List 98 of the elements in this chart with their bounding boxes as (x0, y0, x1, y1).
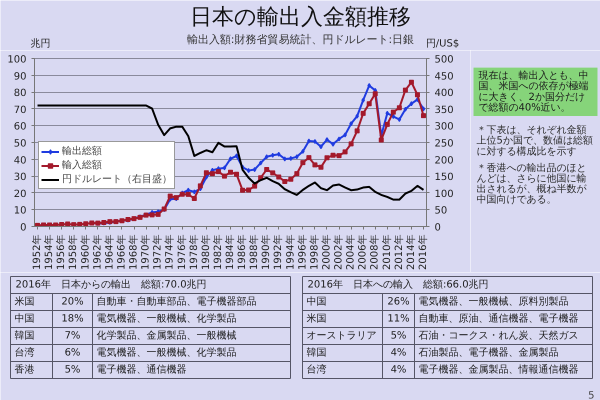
x-tick-label: 1958年 (67, 234, 80, 270)
y2-tick-label: 350 (434, 104, 454, 116)
x-tick-label: 1952年 (31, 234, 44, 270)
text: 4% (390, 348, 406, 358)
text: 台湾 (14, 346, 34, 358)
y-tick-label: 10 (14, 206, 27, 217)
chart-title: 日本の輸出入金額推移 (190, 5, 411, 30)
y2-tick-label: 0 (434, 222, 441, 234)
x-tick-label: 1966年 (115, 234, 128, 270)
y2-tick-label: 450 (434, 71, 454, 82)
text: 自動車・自動車部品、電子機器部品 (96, 296, 256, 308)
x-tick-label: 2006年 (356, 234, 369, 270)
text: 6% (64, 348, 80, 358)
x-tick-label: 1962年 (91, 234, 104, 270)
x-tick-label: 1982年 (212, 234, 224, 270)
text: 11% (387, 314, 410, 324)
y2-tick-label: 150 (434, 172, 454, 184)
y2-axis-title: 円/US$ (426, 38, 460, 50)
text: 7% (64, 330, 80, 342)
y-axis-title: 兆円 (30, 38, 50, 50)
x-tick-label: 1972年 (152, 234, 164, 270)
x-tick-label: 1970年 (140, 234, 152, 270)
x-tick-label: 1954年 (43, 234, 56, 270)
y-tick-label: 70 (14, 104, 27, 116)
text: 20% (61, 296, 84, 308)
y-tick-label: 60 (14, 122, 27, 133)
x-tick-label: 1996年 (296, 234, 308, 270)
text: 5% (390, 330, 406, 342)
text: オーストラリア (306, 330, 376, 342)
text: 電子機器、金属製品、情報通信機器 (418, 364, 578, 376)
x-tick-label: 1968年 (128, 234, 140, 270)
text: 韓国 (14, 330, 34, 342)
y-tick-label: 40 (14, 155, 27, 166)
x-tick-label: 1994年 (284, 234, 296, 270)
text: 韓国 (306, 346, 326, 358)
text: ＊下表は、それぞれ金額上位5か国で、数値は総額に対する構成比を示す (476, 124, 593, 158)
text: 電子機器、通信機器 (96, 364, 186, 376)
x-tick-label: 1992年 (272, 234, 284, 270)
text: 電気機器、一般機械、化学製品 (96, 346, 236, 358)
x-tick-label: 2012年 (392, 234, 405, 270)
text: 米国 (14, 296, 34, 308)
x-tick-label: 2010年 (380, 234, 393, 270)
x-tick-label: 2000年 (320, 234, 332, 270)
x-tick-label: 1976年 (176, 234, 188, 270)
legend-label: 輸入総額 (62, 158, 102, 172)
x-tick-label: 1986年 (236, 234, 248, 270)
x-tick-label: 1960年 (79, 234, 92, 270)
y-tick-label: 50 (14, 138, 27, 150)
text: 18% (61, 314, 84, 324)
x-tick-label: 2008年 (368, 234, 381, 270)
text: 台湾 (306, 364, 326, 376)
y-tick-label: 100 (7, 54, 27, 66)
x-tick-label: 2004年 (344, 234, 357, 270)
text: 石油製品、電子機器、金属製品 (418, 346, 558, 358)
y2-tick-label: 500 (434, 54, 454, 66)
text: 中国 (306, 296, 326, 308)
text: 自動車、原油、通信機器、電子機器 (418, 312, 578, 324)
text: 現在は、輸出入とも、中国、米国への依存が極端に大きく、2か国分だけで総額の40%近い。 (478, 70, 588, 114)
y2-tick-label: 250 (434, 138, 454, 150)
text: 5% (64, 364, 80, 376)
text: 化学製品、金属製品、一般機械 (96, 330, 236, 342)
legend-label: 輸出総額 (62, 144, 102, 158)
text: 中国 (14, 312, 34, 324)
x-tick-label: 1988年 (248, 234, 260, 270)
text: 4% (390, 364, 406, 376)
x-tick-label: 1978年 (188, 234, 200, 270)
y-tick-label: 30 (14, 172, 27, 184)
text: 26% (387, 296, 410, 308)
x-tick-label: 1990年 (260, 234, 272, 270)
y-tick-label: 20 (14, 188, 27, 200)
x-tick-label: 2014年 (404, 234, 417, 270)
y-tick-label: 90 (14, 71, 27, 82)
text: 電気機器、一般機械、原料別製品 (418, 296, 568, 308)
x-tick-label: 1974年 (164, 234, 176, 270)
legend-label: 円ドルレート（右目盛） (62, 172, 172, 186)
y2-tick-label: 50 (434, 206, 448, 217)
x-tick-label: 1998年 (308, 234, 320, 270)
text: 電気機器、一般機械、化学製品 (96, 312, 236, 324)
text: ＊香港への輸出品のほとんどは、さらに他国に輸出されるが、概ね半数が中国向けである。 (476, 162, 588, 206)
x-tick-label: 1980年 (200, 234, 212, 270)
text: 2016年 日本からの輸出 総額:70.0兆円 (16, 278, 207, 290)
x-tick-label: 1984年 (224, 234, 236, 270)
x-tick-label: 1964年 (103, 234, 116, 270)
text: 5 (588, 390, 595, 400)
y-tick-label: 0 (20, 222, 27, 234)
y2-tick-label: 200 (434, 155, 454, 166)
chart-subtitle: 輸出入額:財務省貿易統計、円ドルレート:日銀 (186, 33, 414, 46)
text: 香港 (14, 364, 34, 376)
x-tick-label: 2016年 (416, 234, 429, 270)
y2-tick-label: 300 (434, 122, 454, 133)
text: 石油・コークス・れん炭、天然ガス (418, 330, 578, 342)
x-tick-label: 2002年 (332, 234, 345, 270)
x-tick-label: 1956年 (55, 234, 68, 270)
y2-tick-label: 400 (434, 88, 454, 100)
text: 米国 (306, 312, 326, 324)
y2-tick-label: 100 (434, 188, 454, 200)
y-tick-label: 80 (14, 88, 27, 100)
text: 2016年 日本への輸入 総額:66.0兆円 (308, 278, 489, 290)
